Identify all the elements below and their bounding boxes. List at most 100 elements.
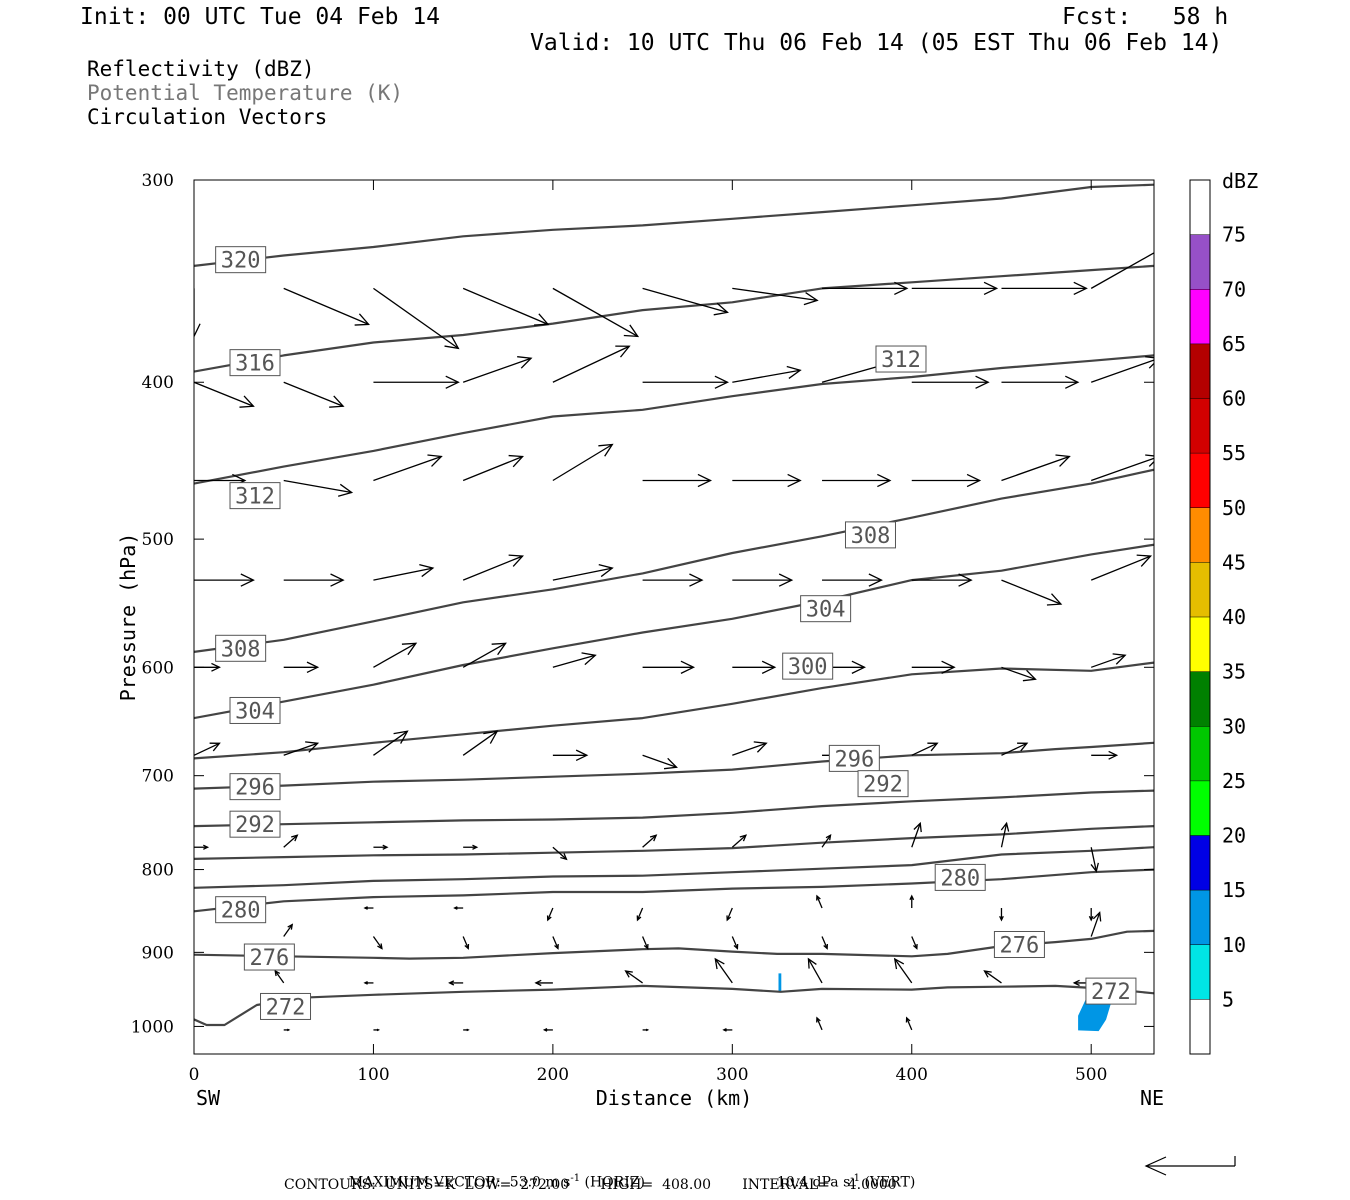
max-horiz-tag: (HORIZ) bbox=[584, 1174, 645, 1191]
svg-text:308: 308 bbox=[851, 524, 891, 549]
y-tick-label: 800 bbox=[142, 861, 174, 881]
svg-text:280: 280 bbox=[221, 899, 261, 924]
svg-text:276: 276 bbox=[1000, 934, 1040, 959]
x-tick-label: 400 bbox=[896, 1065, 928, 1085]
vector-arrow bbox=[453, 906, 464, 910]
vector-arrow bbox=[1001, 579, 1063, 606]
reflectivity-layer bbox=[778, 973, 1117, 1032]
x-tick-label: 200 bbox=[537, 1065, 569, 1085]
vector-arrow bbox=[1154, 377, 1188, 387]
vector-arrow bbox=[194, 381, 255, 408]
svg-text:312: 312 bbox=[881, 348, 921, 373]
colorbar-label: 75 bbox=[1222, 223, 1246, 247]
vector-arrow bbox=[1090, 653, 1127, 668]
vector-arrow bbox=[534, 979, 553, 987]
vector-arrow bbox=[363, 906, 374, 910]
svg-text:304: 304 bbox=[806, 598, 846, 623]
colorbar-band bbox=[1190, 234, 1210, 290]
contour-label-316: 316 bbox=[229, 349, 281, 377]
vector-arrow bbox=[462, 730, 499, 756]
vector-arrow bbox=[372, 936, 383, 950]
contour-label-308: 308 bbox=[844, 521, 896, 549]
y-axis: 300 400 500 600 700 800 900 1000 bbox=[131, 171, 1154, 1037]
vector-arrow bbox=[373, 642, 418, 668]
theta-contour-292 bbox=[194, 789, 1154, 828]
colorbar-label: 70 bbox=[1222, 277, 1246, 301]
vector-arrow bbox=[821, 936, 829, 950]
vector-arrow bbox=[983, 970, 1002, 984]
vector-arrow bbox=[821, 834, 832, 848]
vector-arrow bbox=[463, 1028, 470, 1032]
y-tick-label: 300 bbox=[142, 171, 174, 191]
vector-arrow bbox=[822, 473, 892, 488]
colorbar-label: 65 bbox=[1222, 332, 1246, 356]
vector-arrow bbox=[283, 287, 371, 326]
svg-text:276: 276 bbox=[249, 946, 289, 971]
vector-arrow bbox=[1091, 750, 1119, 760]
vector-arrow bbox=[1154, 663, 1179, 671]
echo-region-1 bbox=[778, 973, 782, 993]
x-tick-label: 0 bbox=[189, 1065, 200, 1085]
colorbar-band bbox=[1190, 780, 1210, 836]
contour-label-276: 276 bbox=[993, 931, 1045, 959]
vector-arrow bbox=[462, 287, 550, 326]
colorbar-label: 60 bbox=[1222, 387, 1246, 411]
colorbar-label: 25 bbox=[1222, 769, 1246, 793]
vector-arrow bbox=[911, 660, 956, 674]
contour-labels: 3203163123123083083043043002962962922922… bbox=[215, 246, 1137, 1020]
vector-arrow bbox=[642, 287, 729, 316]
vector-arrow bbox=[1090, 847, 1099, 873]
colorbar-band bbox=[1190, 180, 1210, 235]
svg-text:300: 300 bbox=[788, 655, 828, 680]
vector-arrow bbox=[194, 573, 255, 587]
vector-arrow bbox=[732, 365, 802, 383]
vector-arrow bbox=[552, 345, 631, 383]
vector-arrow bbox=[624, 970, 643, 984]
svg-text:312: 312 bbox=[235, 485, 275, 510]
x-end-label-left: SW bbox=[196, 1086, 221, 1110]
svg-text:304: 304 bbox=[235, 699, 275, 724]
vector-arrow bbox=[194, 742, 221, 756]
vector-arrow bbox=[462, 936, 470, 950]
vector-arrow bbox=[1001, 666, 1037, 682]
svg-text:316: 316 bbox=[235, 352, 275, 377]
init-time: Init: 00 UTC Tue 04 Feb 14 bbox=[80, 4, 441, 30]
vector-arrow bbox=[552, 846, 568, 861]
vector-arrow bbox=[642, 754, 678, 770]
svg-text:320: 320 bbox=[221, 249, 261, 274]
field-theta: Potential Temperature (K) bbox=[87, 81, 404, 105]
vector-arrow bbox=[731, 834, 748, 848]
vector-arrow bbox=[642, 573, 704, 587]
max-vector-label: MAXIMUM VECTOR: bbox=[348, 1174, 501, 1191]
svg-text:292: 292 bbox=[235, 813, 275, 838]
vector-arrow bbox=[731, 936, 739, 950]
contour-label-312: 312 bbox=[229, 482, 281, 510]
vector-arrow bbox=[283, 661, 320, 674]
vector-arrow bbox=[1090, 356, 1154, 383]
colorbar-label: 15 bbox=[1222, 878, 1246, 902]
vector-arrow bbox=[194, 288, 201, 338]
x-axis-title: Distance (km) bbox=[596, 1086, 753, 1110]
svg-text:296: 296 bbox=[235, 776, 275, 801]
contour-label-304: 304 bbox=[800, 595, 852, 623]
vector-arrow bbox=[999, 908, 1004, 922]
vector-arrow bbox=[283, 923, 294, 937]
colorbar-label: 35 bbox=[1222, 660, 1246, 684]
contour-label-296: 296 bbox=[828, 744, 880, 772]
vector-arrow bbox=[373, 730, 409, 756]
contour-label-304: 304 bbox=[229, 696, 281, 724]
colorbar-band bbox=[1190, 890, 1210, 945]
colorbar-label: 45 bbox=[1222, 550, 1246, 574]
vector-arrow bbox=[732, 660, 777, 674]
vector-arrow bbox=[283, 381, 345, 408]
vector-arrow bbox=[373, 454, 443, 482]
vector-arrow bbox=[373, 375, 460, 389]
colorbar-label: 10 bbox=[1222, 933, 1246, 957]
contour-label-308: 308 bbox=[215, 634, 267, 662]
colorbar-label: 20 bbox=[1222, 824, 1246, 848]
x-tick-label: 100 bbox=[357, 1065, 389, 1085]
theta-contour-276 bbox=[194, 929, 1154, 960]
x-end-label-right: NE bbox=[1140, 1086, 1164, 1110]
vector-arrow bbox=[552, 936, 559, 950]
vector-arrow bbox=[462, 356, 533, 383]
